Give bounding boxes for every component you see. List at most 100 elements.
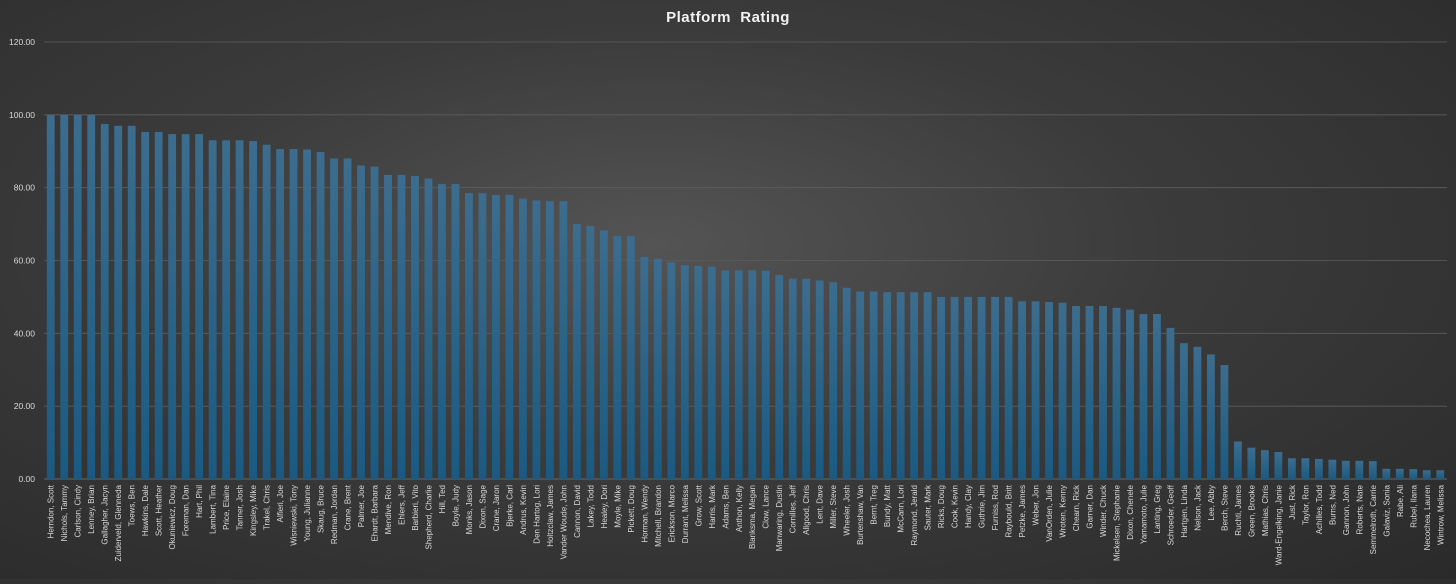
bar — [1112, 307, 1121, 479]
bar — [977, 296, 986, 479]
x-tick-label: Monks, Jason — [465, 485, 474, 534]
x-tick-label: Bundy, Matt — [883, 484, 892, 527]
y-tick-label: 20.00 — [14, 401, 36, 411]
bar — [572, 224, 581, 479]
x-tick-label: Herndon, Scott — [47, 484, 56, 538]
bar — [964, 296, 973, 479]
bar — [87, 114, 96, 479]
bar — [289, 149, 298, 479]
bar — [1355, 460, 1364, 479]
x-tick-label: Galaviz, Sonia — [1382, 484, 1391, 536]
bar — [1058, 302, 1067, 479]
bar — [775, 275, 784, 479]
x-tick-label: Cook, Kevin — [951, 485, 960, 528]
bar — [1382, 468, 1391, 479]
x-tick-label: Alfieri, Joe — [276, 484, 285, 522]
bar — [937, 296, 946, 479]
bar — [856, 291, 865, 479]
x-tick-label: Young, Julianne — [303, 484, 312, 541]
bar — [1180, 343, 1188, 479]
bar — [991, 296, 999, 479]
bar — [869, 291, 878, 479]
bar — [1341, 460, 1350, 479]
bar — [46, 114, 55, 479]
x-tick-label: Blanksma, Megan — [748, 485, 757, 549]
x-tick-label: Tanner, Josh — [236, 485, 245, 530]
bar — [154, 131, 163, 480]
x-tick-label: Guthrie, Jim — [978, 485, 987, 528]
x-tick-label: Furniss, Rod — [991, 485, 1000, 530]
x-tick-label: Berch, Steve — [1220, 484, 1229, 530]
bar — [950, 296, 959, 479]
bar — [721, 270, 730, 479]
bar — [195, 134, 204, 480]
bar — [276, 149, 284, 479]
x-tick-label: Vander Woude, John — [559, 485, 568, 559]
x-tick-label: Nelson, Jack — [1193, 484, 1202, 531]
x-tick-label: Harris, Mark — [708, 484, 717, 529]
bar — [1099, 306, 1107, 479]
bar — [761, 270, 770, 479]
bar — [829, 282, 838, 479]
bar — [1193, 346, 1202, 479]
x-tick-label: Weber, Jon — [1032, 485, 1041, 525]
x-tick-label: Lakey, Todd — [586, 485, 595, 527]
bar — [1287, 458, 1296, 479]
x-tick-label: Handy, Clay — [964, 485, 973, 528]
bar — [438, 184, 446, 479]
x-tick-label: Lambert, Tina — [209, 484, 218, 533]
x-tick-label: Hart, Phil — [195, 485, 204, 518]
x-tick-label: Semmelroth, Carrie — [1369, 484, 1378, 554]
bar — [100, 123, 109, 479]
bar — [303, 149, 311, 479]
x-tick-label: Durrant, Melissa — [681, 484, 690, 543]
bar — [141, 131, 150, 480]
x-tick-label: Dixon, Sage — [478, 484, 487, 528]
bar — [545, 201, 554, 479]
x-tick-label: Carlson, Cindy — [74, 485, 83, 537]
x-tick-label: Foreman, Dan — [182, 485, 191, 536]
x-tick-label: Hartgen, Linda — [1180, 484, 1189, 537]
x-tick-label: Grow, Scott — [694, 484, 703, 526]
bar — [599, 230, 608, 479]
bar — [262, 144, 271, 479]
bar — [748, 270, 757, 479]
x-tick-label: Manwaring, Dustin — [775, 485, 784, 551]
x-tick-label: Ehlers, Jeff — [397, 484, 406, 525]
bar — [451, 184, 460, 479]
x-tick-label: Lee, Abby — [1207, 485, 1216, 521]
x-tick-label: Boyle, Judy — [451, 485, 460, 526]
bar — [1436, 470, 1445, 479]
bar — [357, 165, 365, 479]
x-tick-label: VanOrden, Julie — [1045, 484, 1054, 541]
bar — [1422, 470, 1431, 479]
x-tick-label: Okuniewicz, Doug — [168, 485, 177, 549]
x-tick-label: Roberts, Nate — [1355, 484, 1364, 534]
x-tick-label: Horman, Wendy — [640, 485, 649, 543]
bar — [208, 140, 217, 479]
bar — [1031, 301, 1040, 479]
bar — [1153, 314, 1161, 479]
x-tick-label: Adams, Ben — [721, 485, 730, 529]
x-tick-label: Wisniewski, Tony — [290, 485, 299, 546]
x-tick-label: Taylor, Ron — [1301, 485, 1310, 525]
x-tick-label: Sauter, Mark — [924, 484, 933, 530]
x-tick-label: Schroeder, Geoff — [1166, 484, 1175, 545]
x-tick-label: Clow, Lance — [762, 484, 771, 528]
x-tick-label: Allgood, Chris — [802, 485, 811, 535]
bar — [1018, 301, 1026, 479]
bar — [1166, 327, 1175, 479]
bar — [505, 194, 514, 479]
bar — [883, 292, 892, 479]
bar — [1207, 354, 1215, 479]
x-tick-label: Petzke, James — [1018, 485, 1027, 537]
x-tick-label: Barbieri, Vito — [411, 484, 420, 530]
x-tick-label: Moyle, Mike — [613, 484, 622, 527]
x-tick-label: Toews, Ben — [128, 485, 137, 526]
bar — [802, 278, 811, 479]
x-tick-label: Cornilles, Jeff — [789, 484, 798, 533]
bar — [1328, 459, 1337, 479]
x-tick-label: Cannon, David — [573, 485, 582, 538]
x-tick-label: Trakel, Chris — [263, 485, 272, 530]
